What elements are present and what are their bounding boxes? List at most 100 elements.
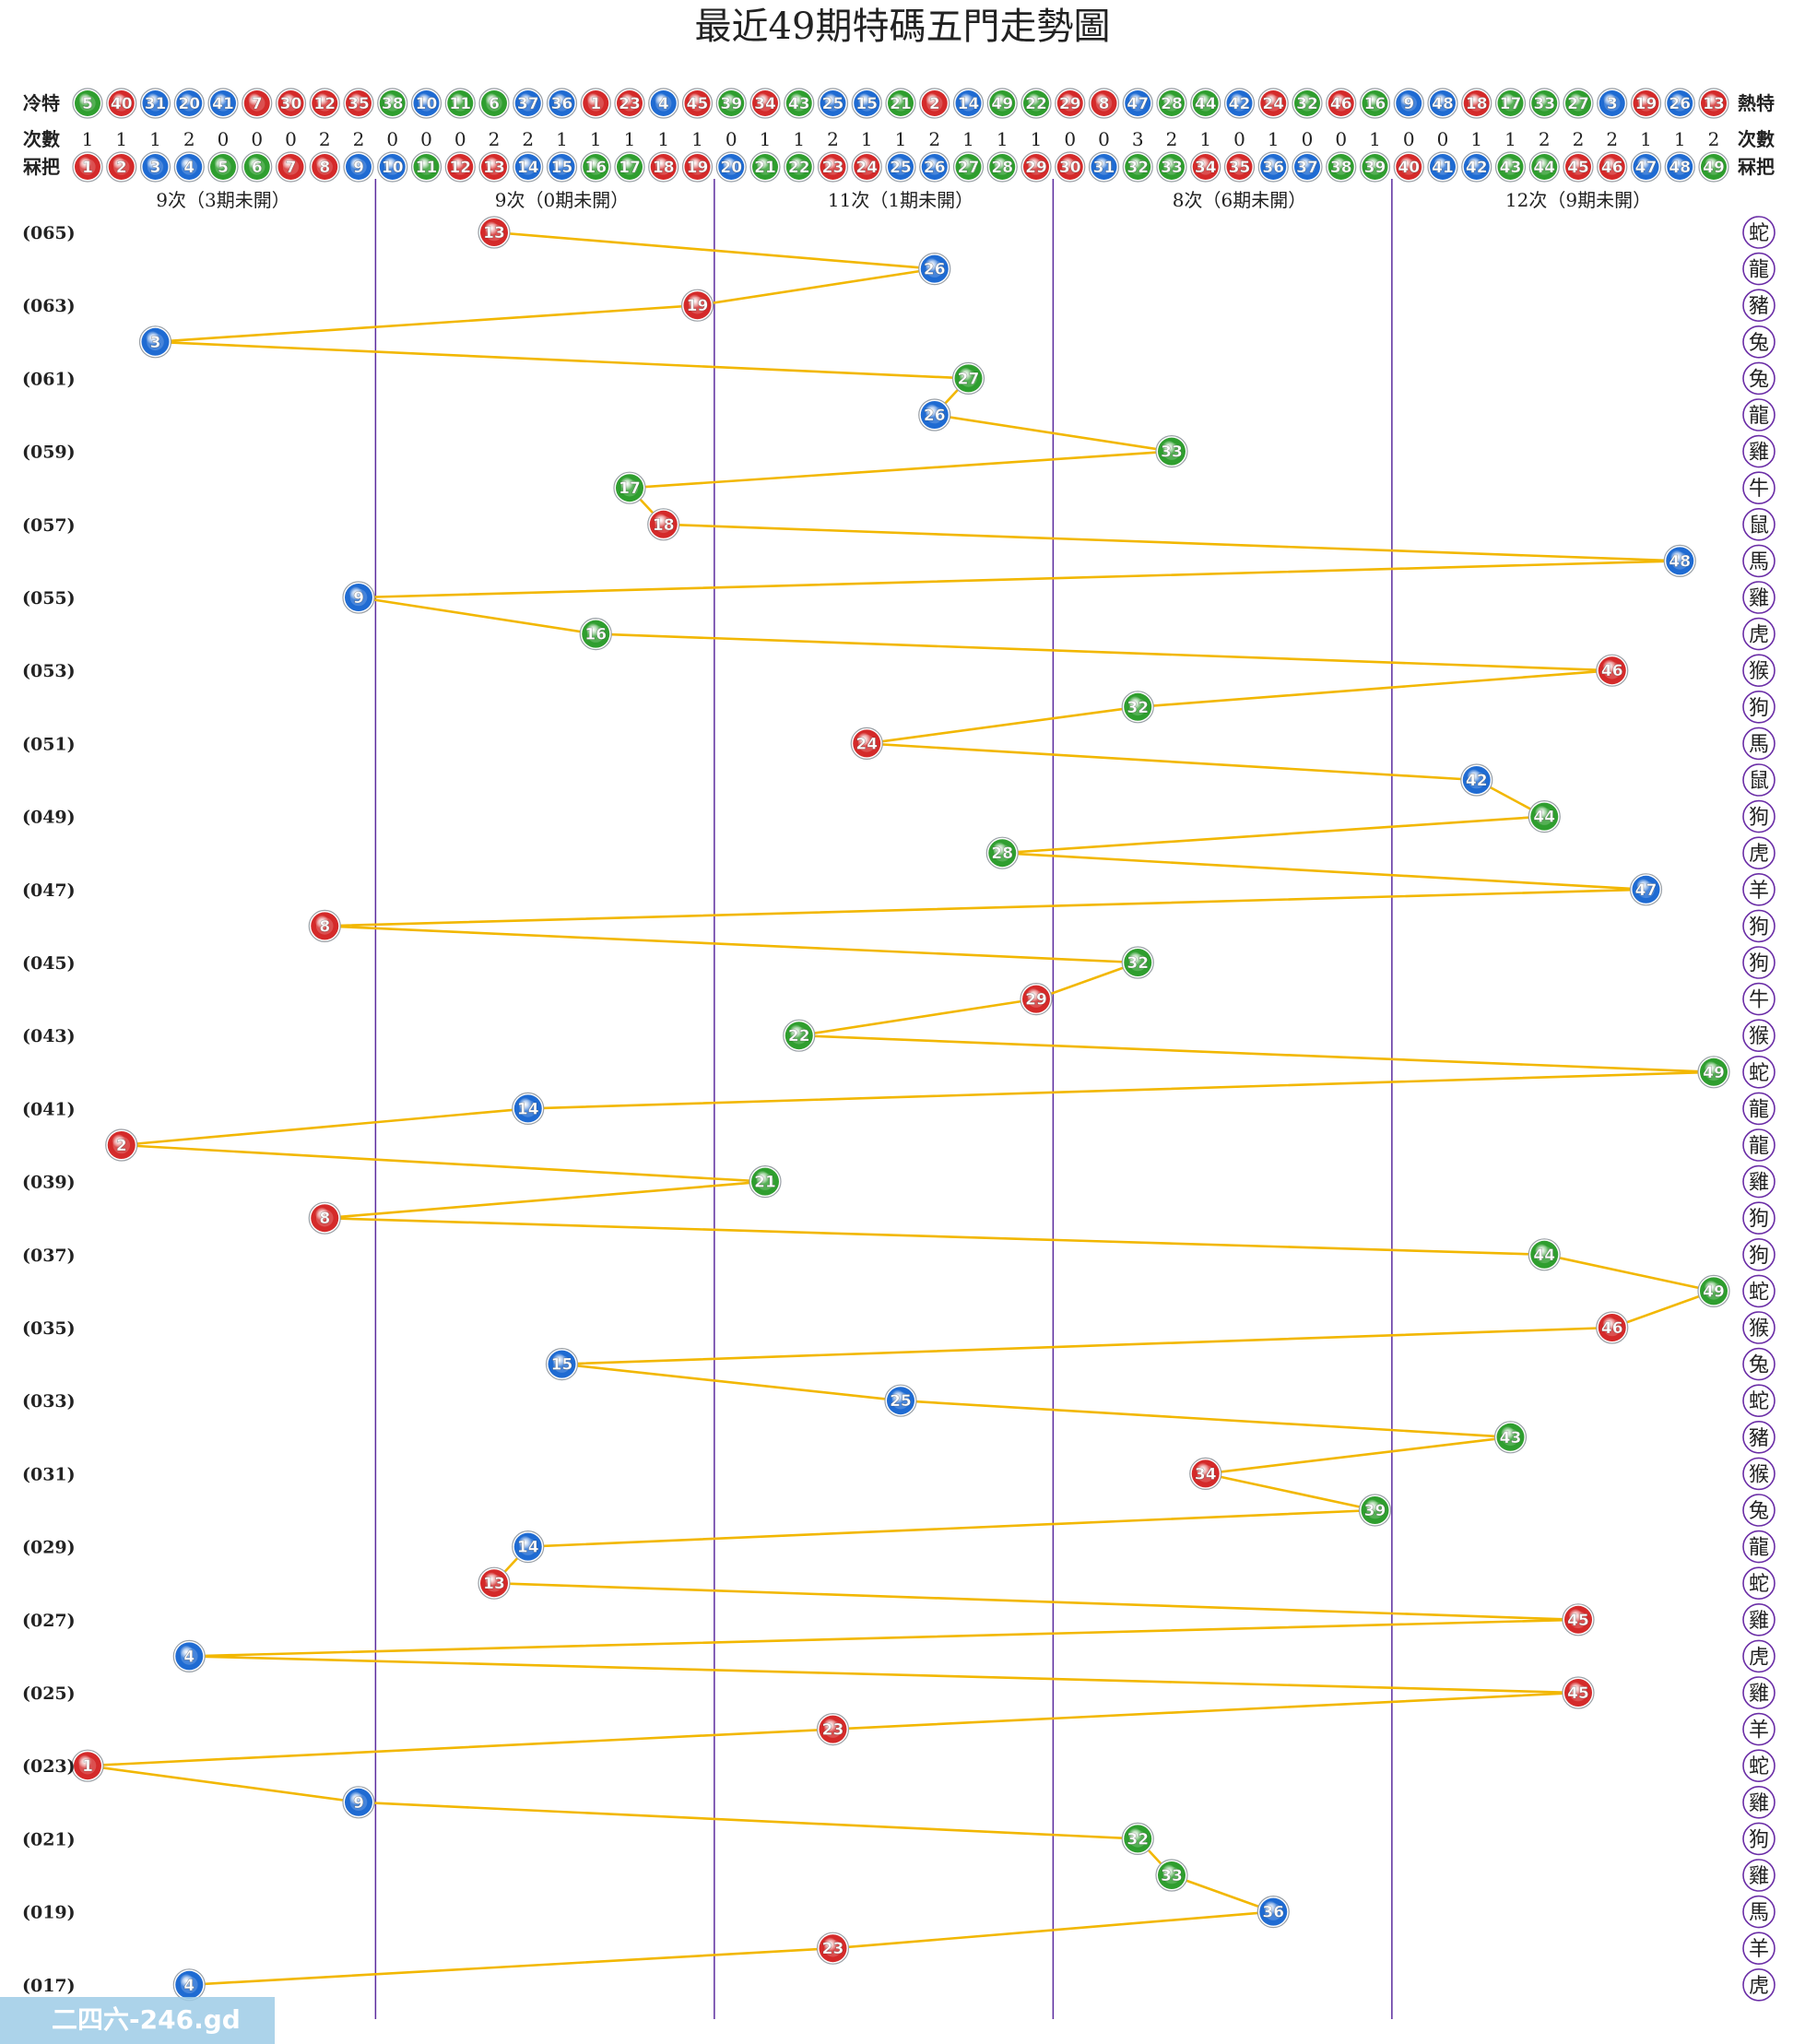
ball-number: 36 (551, 95, 573, 113)
ball-face (1604, 159, 1621, 175)
zodiac-label: 雞 (1749, 1683, 1769, 1706)
ball-body (379, 90, 406, 116)
ball-number: 9 (353, 1794, 364, 1813)
draw-ball-043: 22 (783, 1019, 816, 1052)
ball-body (142, 154, 169, 180)
reference-ball: 34 (1190, 151, 1221, 183)
cold-hot-ball: 2 (919, 88, 950, 119)
ball-number: 49 (1703, 1282, 1725, 1301)
ball-body (1023, 90, 1049, 116)
ball-face (147, 333, 164, 351)
ball-face (655, 515, 673, 534)
cold-hot-ball: 36 (546, 88, 578, 119)
side-labels: (065) 蛇龍(063) 豬兔(061) 兔龍(059) 雞牛(057) 鼠馬(055)… (22, 216, 1776, 2002)
reference-ball: 4 (173, 151, 205, 183)
ball-face (215, 95, 231, 112)
ball-number: 37 (517, 95, 539, 113)
ball-face (891, 1391, 910, 1410)
ball-body (583, 154, 609, 180)
count-value: 1 (624, 128, 636, 150)
ball-face (993, 844, 1011, 862)
ball-face (316, 95, 333, 112)
ball-number: 32 (1127, 159, 1149, 177)
ball-face (892, 159, 909, 175)
ball-number: 45 (687, 95, 709, 113)
chart-title: 最近49期特碼五門走勢圖 (695, 6, 1111, 48)
ball-face (486, 95, 502, 112)
ball-body (1667, 90, 1693, 116)
zodiac-circle (1742, 1603, 1776, 1636)
zodiac-label: 兔 (1749, 368, 1769, 391)
period-label: (029) (22, 1538, 76, 1558)
ball-body (513, 1094, 542, 1123)
ball-body (854, 154, 880, 180)
count-value: 2 (1166, 128, 1178, 150)
ball-number: 1 (82, 1757, 93, 1776)
ball-face (1197, 1465, 1215, 1483)
ball-face (215, 159, 231, 175)
zodiac-circle (1742, 1566, 1776, 1600)
count-value: 2 (489, 128, 501, 150)
zodiac-label: 雞 (1749, 1792, 1769, 1815)
ball-number: 11 (449, 95, 471, 113)
ball-body (751, 1167, 779, 1196)
count-value: 1 (657, 128, 669, 150)
zodiac-label: 虎 (1749, 1975, 1769, 1998)
ball-number: 11 (416, 159, 438, 177)
zodiac-label: 蛇 (1749, 1390, 1769, 1413)
ball-body (413, 90, 440, 116)
ball-number: 39 (720, 95, 742, 113)
ball-number: 3 (1607, 95, 1618, 113)
draw-ball-038: 8 (308, 1201, 341, 1235)
ball-face (452, 159, 468, 175)
draw-ball-041: 14 (512, 1092, 545, 1126)
zodiac-circle (1742, 398, 1776, 431)
ball-number: 2 (116, 1137, 127, 1155)
zodiac-circle (1742, 325, 1776, 359)
ball-body (1396, 90, 1422, 116)
period-label: (031) (22, 1464, 76, 1484)
reference-ball: 38 (1326, 151, 1357, 183)
reference-ball: 13 (478, 151, 510, 183)
ball-number: 16 (584, 159, 607, 177)
ball-face (960, 159, 977, 175)
zodiac-label: 鼠 (1749, 770, 1769, 793)
ball-body (413, 154, 440, 180)
ball-body (107, 1131, 136, 1159)
ball-face (1027, 990, 1045, 1008)
ball-number: 47 (1127, 95, 1149, 113)
count-value: 2 (1539, 128, 1551, 150)
ball-body (548, 1350, 576, 1378)
zodiac-circle (1742, 946, 1776, 979)
ball-face (1129, 95, 1146, 112)
gate-label-2: 9次（0期未開） (495, 189, 629, 211)
ball-face (350, 95, 367, 112)
ball-number: 29 (1059, 95, 1081, 113)
ball-body (1294, 154, 1320, 180)
ball-body (954, 364, 983, 393)
reference-ball: 5 (207, 151, 239, 183)
draw-ball-064: 26 (918, 253, 951, 286)
count-value: 0 (420, 128, 432, 150)
ball-body (1192, 154, 1219, 180)
period-label: (019) (22, 1903, 76, 1923)
ball-number: 48 (1432, 95, 1454, 113)
reference-ball: 6 (242, 151, 273, 183)
zodiac-circle (1742, 1238, 1776, 1271)
ball-number: 12 (313, 95, 336, 113)
ball-face (1231, 95, 1248, 112)
zodiac-label: 猴 (1749, 1463, 1769, 1486)
zodiac-label: 虎 (1749, 843, 1769, 866)
ball-body (549, 90, 575, 116)
ball-number: 21 (890, 95, 912, 113)
ball-body (1430, 154, 1456, 180)
count-value: 1 (1199, 128, 1211, 150)
count-value: 1 (590, 128, 602, 150)
count-value: 0 (1302, 128, 1314, 150)
cold-hot-ball: 8 (1088, 88, 1120, 119)
ball-number: 25 (890, 159, 912, 177)
ball-number: 46 (1330, 95, 1352, 113)
ball-face (282, 95, 300, 112)
cold-hot-ball: 47 (1122, 88, 1153, 119)
